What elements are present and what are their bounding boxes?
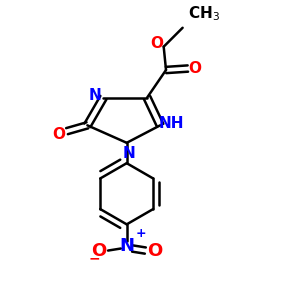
Text: +: +: [135, 227, 146, 240]
Text: CH$_3$: CH$_3$: [188, 5, 220, 23]
Text: N: N: [119, 237, 134, 255]
Text: O: O: [189, 61, 202, 76]
Text: NH: NH: [158, 116, 184, 130]
Text: O: O: [150, 36, 163, 51]
Text: N: N: [89, 88, 102, 103]
Text: O: O: [52, 127, 65, 142]
Text: −: −: [88, 252, 100, 266]
Text: O: O: [91, 242, 106, 260]
Text: N: N: [123, 146, 135, 161]
Text: O: O: [147, 242, 163, 260]
